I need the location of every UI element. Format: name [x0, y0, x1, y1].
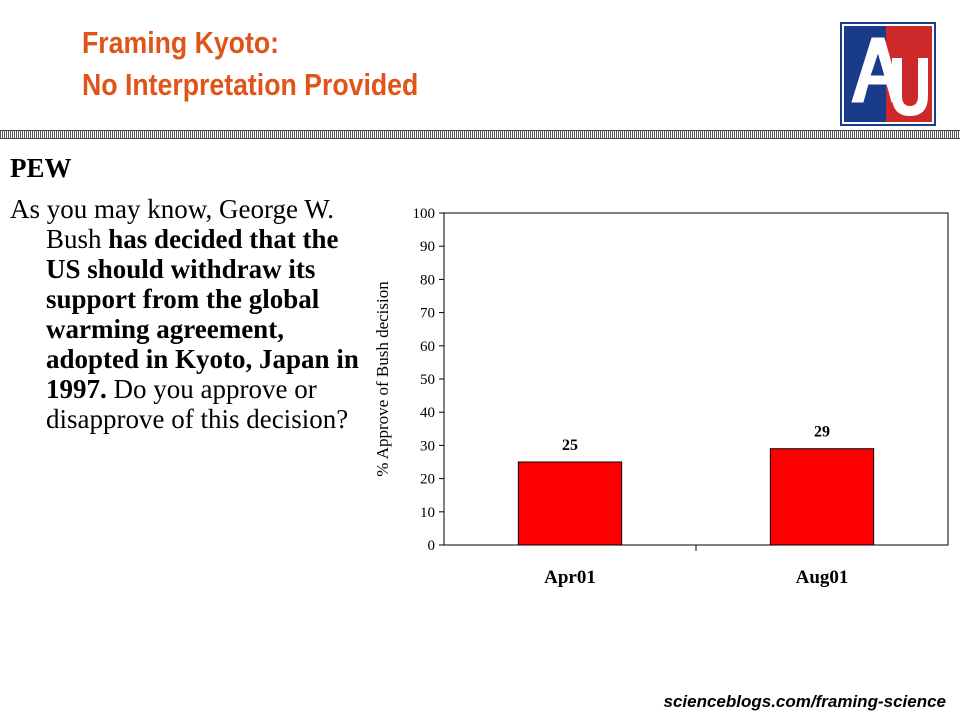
y-tick-label: 20 [420, 472, 435, 488]
y-tick-label: 30 [420, 438, 435, 454]
y-tick-label: 0 [428, 538, 436, 554]
y-tick-label: 60 [420, 339, 435, 355]
bar-Apr01 [517, 461, 623, 546]
header-divider [0, 130, 960, 139]
y-tick-label: 100 [413, 206, 436, 222]
y-tick-label: 50 [420, 372, 435, 388]
x-tick-label: Aug01 [796, 567, 849, 588]
y-tick-label: 10 [420, 505, 435, 521]
title-line-1: Framing Kyoto: [82, 25, 279, 60]
data-label: 29 [814, 424, 830, 441]
footer-url: scienceblogs.com/framing-science [663, 692, 947, 711]
y-tick-label: 80 [420, 272, 435, 288]
american-university-logo-icon [840, 22, 936, 126]
y-axis-label: % Approve of Bush decision [373, 281, 392, 477]
chart-plot-area: 0 10 20 30 40 50 60 70 80 90 100 % Approve of Bush … [373, 206, 949, 588]
data-label: 25 [562, 437, 578, 454]
y-tick-label: 40 [420, 405, 435, 421]
y-tick-label: 70 [420, 306, 435, 322]
title-line-2: No Interpretation Provided [82, 67, 419, 102]
x-tick-label: Apr01 [544, 567, 596, 588]
question-part-2: has decided that the US should withdraw … [46, 224, 359, 404]
question-part-1: As you may know, George W. Bush [10, 194, 334, 254]
slide-title: Framing Kyoto: No Interpretation Provide… [82, 22, 418, 106]
bar-Aug01 [769, 448, 875, 546]
question-part-3: Do you approve or disapprove of this dec… [46, 374, 349, 434]
survey-source: PEW [10, 153, 72, 183]
approval-bar-chart: 0 10 20 30 40 50 60 70 80 90 100 % Approve of Bush … [373, 206, 949, 588]
y-tick-label: 90 [420, 239, 435, 255]
survey-question: As you may know, George W. Bush has deci… [10, 194, 360, 434]
